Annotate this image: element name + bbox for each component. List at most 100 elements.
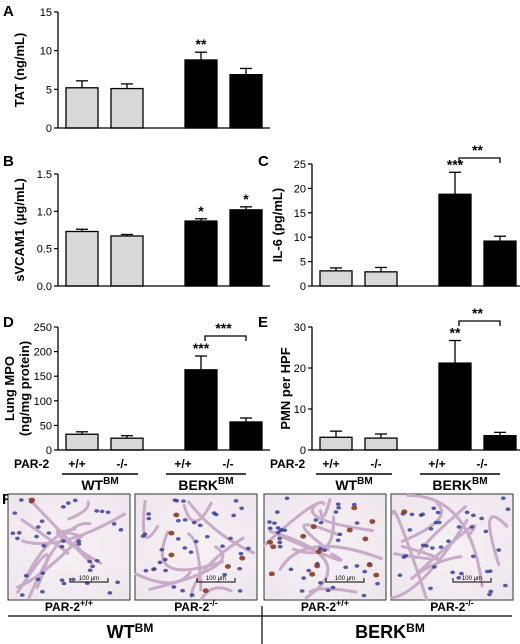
nucleus-stain	[19, 593, 25, 597]
mpo-positive-cell	[224, 564, 231, 569]
y-tick-label: 20	[294, 363, 306, 375]
group-label-berk-large: BERKBM	[355, 621, 425, 642]
genotype-label: -/-	[370, 457, 381, 471]
y-tick-label: 200	[34, 347, 52, 359]
nucleus-stain	[275, 530, 281, 535]
mpo-positive-cell	[173, 512, 180, 518]
y-tick-label: 0	[46, 445, 52, 457]
nucleus-stain	[111, 522, 117, 526]
nucleus-stain	[500, 496, 506, 500]
nucleus-stain	[76, 542, 82, 546]
tissue-wall	[302, 523, 340, 552]
micrographs: 100 μm PAR-2+/+ 100 μm PAR-2-/- 100 μm PAR-2+…	[7, 493, 514, 614]
nucleus-stain	[487, 592, 492, 597]
mpo-positive-cell	[168, 552, 175, 558]
nucleus-stain	[483, 529, 489, 534]
nucleus-stain	[41, 544, 47, 548]
panel-letter-b: B	[3, 153, 14, 170]
bar	[110, 437, 144, 451]
nucleus-stain	[163, 568, 168, 573]
nucleus-stain	[40, 571, 46, 575]
y-axis-title: sVCAM1 (µg/mL)	[12, 178, 27, 282]
nucleus-stain	[15, 536, 20, 541]
tissue-wall	[278, 544, 383, 571]
group-label-berk: BERKBM	[178, 476, 233, 493]
nucleus-stain	[361, 593, 367, 598]
nucleus-stain	[233, 499, 239, 503]
nucleus-stain	[35, 577, 41, 582]
nucleus-stain	[301, 576, 307, 580]
panel-f: F 100 μm PAR-2+/+ 100 μm PAR-2-/- 100 μm PAR-…	[2, 491, 514, 644]
nucleus-stain	[313, 518, 319, 522]
bar	[110, 235, 144, 287]
nucleus-stain	[407, 528, 413, 532]
nucleus-stain	[12, 511, 18, 515]
nucleus-stain	[322, 548, 328, 552]
nucleus-stain	[61, 581, 67, 586]
nucleus-stain	[354, 521, 360, 525]
micrograph-panel: 100 μm	[262, 493, 387, 601]
nucleus-stain	[267, 520, 272, 524]
nucleus-stain	[488, 589, 494, 594]
y-tick-label: 25	[294, 159, 306, 171]
nucleus-stain	[90, 564, 96, 569]
nucleus-stain	[333, 510, 339, 514]
micrograph-panel: 100 μm	[389, 493, 514, 602]
nucleus-stain	[87, 559, 93, 564]
tissue-wall	[25, 527, 77, 578]
nucleus-stain	[401, 555, 407, 559]
bar	[364, 271, 398, 287]
y-tick-label: 1.5	[37, 169, 52, 181]
par2-row-label-right: PAR-2	[270, 457, 305, 471]
bar	[438, 362, 472, 451]
nucleus-stain	[59, 578, 65, 582]
nucleus-stain	[479, 516, 485, 521]
y-tick-label: 10	[40, 46, 52, 58]
nucleus-stain	[174, 498, 180, 503]
nucleus-stain	[197, 523, 203, 528]
nucleus-stain	[456, 576, 462, 580]
y-axis-title: TAT (ng/mL)	[12, 33, 27, 108]
y-axis-title: (ng/mg protein)	[17, 341, 32, 436]
nucleus-stain	[16, 531, 22, 535]
y-tick-label: 150	[34, 371, 52, 383]
mpo-positive-cell	[270, 544, 277, 550]
nucleus-stain	[159, 547, 165, 552]
group-label-wt: WTBM	[81, 476, 118, 493]
mpo-positive-cell	[315, 549, 322, 555]
nucleus-stain	[107, 591, 113, 595]
panel-letter-c: C	[258, 153, 269, 170]
scale-bar	[69, 578, 109, 583]
nucleus-stain	[431, 565, 437, 569]
nucleus-stain	[277, 540, 283, 545]
nucleus-stain	[146, 512, 152, 516]
panel-letter-f: F	[2, 491, 11, 508]
nucleus-stain	[464, 510, 470, 515]
nucleus-stain	[306, 568, 312, 573]
y-tick-label: 5	[300, 257, 306, 269]
tissue-wall	[308, 587, 358, 594]
tissue-wall	[16, 553, 50, 594]
mpo-positive-cell	[268, 571, 275, 577]
y-tick-label: 250	[34, 322, 52, 334]
nucleus-stain	[267, 526, 273, 531]
nucleus-stain	[420, 512, 426, 517]
tissue-wall	[67, 500, 90, 521]
nucleus-stain	[456, 525, 462, 529]
nucleus-stain	[299, 589, 305, 593]
nucleus-stain	[245, 546, 251, 551]
bar	[483, 240, 517, 287]
significance-label: **	[450, 325, 461, 341]
nucleus-stain	[193, 539, 199, 544]
nucleus-stain	[189, 593, 195, 597]
nucleus-stain	[59, 544, 65, 549]
nucleus-stain	[288, 567, 294, 572]
bar	[184, 220, 218, 287]
nucleus-stain	[237, 589, 243, 593]
y-tick-label: 0	[300, 445, 306, 457]
mpo-positive-cell	[267, 539, 274, 545]
mpo-positive-cell	[310, 524, 317, 530]
nucleus-stain	[94, 509, 100, 513]
scale-bar-label: 100 μm	[462, 576, 482, 582]
